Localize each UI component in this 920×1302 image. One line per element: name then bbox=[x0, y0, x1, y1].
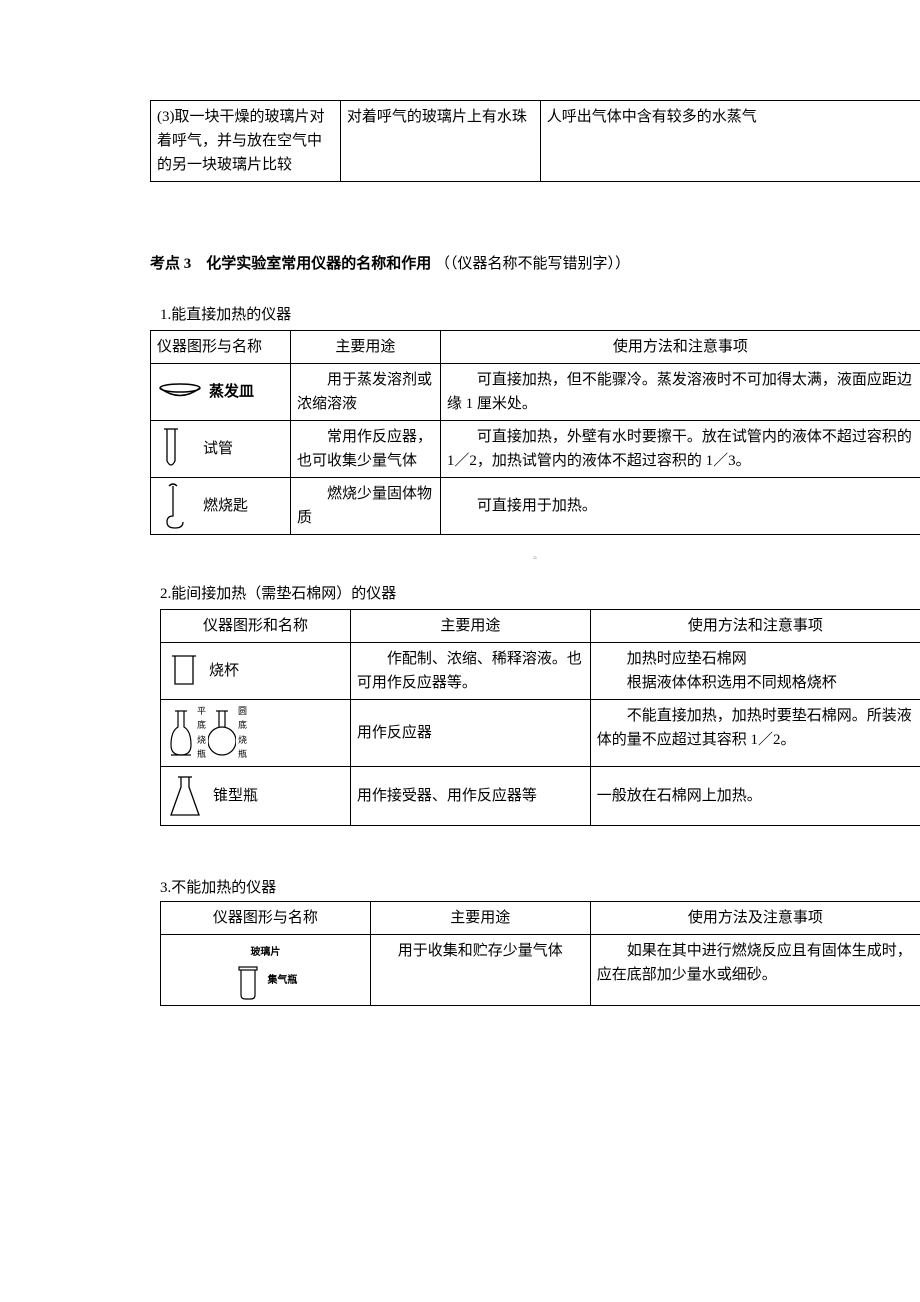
test-tube-cell: 试管 bbox=[151, 421, 291, 478]
group2-title: 2.能间接加热（需垫石棉网）的仪器 bbox=[160, 582, 920, 603]
flat-flask-c1: 平 bbox=[197, 704, 206, 718]
flat-flask-c2: 底 bbox=[197, 718, 206, 732]
group2-table: 仪器图形和名称 主要用途 使用方法和注意事项 烧杯 作配制、浓缩、稀释溶液。也可… bbox=[160, 609, 920, 826]
g2-h2: 主要用途 bbox=[350, 610, 590, 643]
table-row: 烧杯 作配制、浓缩、稀释溶液。也可用作反应器等。 加热时应垫石棉网 根据液体体积… bbox=[161, 643, 920, 700]
combustion-spoon-cell: 燃烧匙 bbox=[151, 478, 291, 535]
page: (3)取一块干燥的玻璃片对着呼气，并与放在空气中的另一块玻璃片比较 对着呼气的玻… bbox=[0, 0, 920, 1066]
combustion-spoon-use: 燃烧少量固体物质 bbox=[290, 478, 440, 535]
group3-table: 仪器图形与名称 主要用途 使用方法及注意事项 玻璃片 集气瓶 用于收集和贮存少量 bbox=[160, 901, 920, 1006]
conical-flask-icon bbox=[167, 771, 207, 821]
beaker-icon bbox=[167, 650, 203, 692]
round-flask-c4: 瓶 bbox=[238, 747, 247, 761]
gas-bottle-cell: 玻璃片 集气瓶 bbox=[161, 934, 371, 1005]
evap-dish-use: 用于蒸发溶剂或浓缩溶液 bbox=[290, 364, 440, 421]
top-col3: 人呼出气体中含有较多的水蒸气 bbox=[540, 101, 920, 182]
beaker-note-l1: 加热时应垫石棉网 bbox=[597, 647, 914, 671]
evap-dish-label: 蒸发皿 bbox=[209, 380, 254, 404]
round-flask-c2: 底 bbox=[238, 718, 247, 732]
g2-h3: 使用方法和注意事项 bbox=[590, 610, 920, 643]
g3-h3: 使用方法及注意事项 bbox=[590, 901, 920, 934]
g3-h1: 仪器图形与名称 bbox=[161, 901, 371, 934]
conical-note: 一般放在石棉网上加热。 bbox=[590, 766, 920, 825]
group1-table: 仪器图形与名称 主要用途 使用方法和注意事项 蒸发皿 用于蒸发溶剂或浓缩溶液 可… bbox=[150, 330, 920, 535]
gas-bottle-icon bbox=[233, 961, 263, 1001]
g1-h2: 主要用途 bbox=[290, 331, 440, 364]
round-flask-icon bbox=[208, 705, 236, 761]
glass-plate-label: 玻璃片 bbox=[250, 945, 280, 961]
round-flask-c3: 烧 bbox=[238, 733, 247, 747]
flat-flask-c3: 烧 bbox=[197, 733, 206, 747]
test-tube-note: 可直接加热，外壁有水时要擦干。放在试管内的液体不超过容积的 1／2，加热试管内的… bbox=[440, 421, 920, 478]
evap-dish-note: 可直接加热，但不能骤冷。蒸发溶液时不可加得太满，液面应距边缘 1 厘米处。 bbox=[440, 364, 920, 421]
test-tube-icon bbox=[157, 425, 197, 473]
table-row: 蒸发皿 用于蒸发溶剂或浓缩溶液 可直接加热，但不能骤冷。蒸发溶液时不可加得太满，… bbox=[151, 364, 920, 421]
gas-bottle-label: 集气瓶 bbox=[267, 973, 297, 989]
section-title-text: 考点 3 化学实验室常用仪器的名称和作用 bbox=[150, 256, 431, 272]
conical-label: 锥型瓶 bbox=[213, 784, 258, 808]
table-row: 锥型瓶 用作接受器、用作反应器等 一般放在石棉网上加热。 bbox=[161, 766, 920, 825]
group3-title: 3.不能加热的仪器 bbox=[160, 876, 920, 897]
top-col2: 对着呼气的玻璃片上有水珠 bbox=[340, 101, 540, 182]
section-heading: 考点 3 化学实验室常用仪器的名称和作用 （（仪器名称不能写错别字）） bbox=[150, 252, 920, 273]
table-row: 平 底 烧 瓶 圆 底 烧 瓶 bbox=[161, 700, 920, 767]
evaporating-dish-icon bbox=[157, 383, 203, 401]
conical-use: 用作接受器、用作反应器等 bbox=[350, 766, 590, 825]
section-paren: （（仪器名称不能写错别字）） bbox=[435, 256, 630, 272]
flask-use: 用作反应器 bbox=[350, 700, 590, 767]
beaker-note-l2: 根据液体体积选用不同规格烧杯 bbox=[597, 671, 914, 695]
test-tube-label: 试管 bbox=[203, 437, 233, 461]
beaker-label: 烧杯 bbox=[209, 659, 239, 683]
conical-cell: 锥型瓶 bbox=[161, 766, 351, 825]
table-header-row: 仪器图形和名称 主要用途 使用方法和注意事项 bbox=[161, 610, 920, 643]
flask-cell: 平 底 烧 瓶 圆 底 烧 瓶 bbox=[161, 700, 351, 767]
flat-flask-c4: 瓶 bbox=[197, 747, 206, 761]
g3-h2: 主要用途 bbox=[370, 901, 590, 934]
top-col1: (3)取一块干燥的玻璃片对着呼气，并与放在空气中的另一块玻璃片比较 bbox=[151, 101, 341, 182]
flat-flask-icon bbox=[167, 705, 195, 761]
flat-flask-label-col: 平 底 烧 瓶 bbox=[197, 704, 206, 762]
beaker-use: 作配制、浓缩、稀释溶液。也可用作反应器等。 bbox=[350, 643, 590, 700]
top-table: (3)取一块干燥的玻璃片对着呼气，并与放在空气中的另一块玻璃片比较 对着呼气的玻… bbox=[150, 100, 920, 182]
g1-h3: 使用方法和注意事项 bbox=[440, 331, 920, 364]
round-flask-c1: 圆 bbox=[238, 704, 247, 718]
beaker-note: 加热时应垫石棉网 根据液体体积选用不同规格烧杯 bbox=[590, 643, 920, 700]
flask-note: 不能直接加热，加热时要垫石棉网。所装液体的量不应超过其容积 1／2。 bbox=[590, 700, 920, 767]
combustion-spoon-label: 燃烧匙 bbox=[203, 494, 248, 518]
table-row: (3)取一块干燥的玻璃片对着呼气，并与放在空气中的另一块玻璃片比较 对着呼气的玻… bbox=[151, 101, 920, 182]
test-tube-use: 常用作反应器，也可收集少量气体 bbox=[290, 421, 440, 478]
round-flask-label-col: 圆 底 烧 瓶 bbox=[238, 704, 247, 762]
g1-h1: 仪器图形与名称 bbox=[151, 331, 291, 364]
table-header-row: 仪器图形与名称 主要用途 使用方法及注意事项 bbox=[161, 901, 920, 934]
beaker-cell: 烧杯 bbox=[161, 643, 351, 700]
combustion-spoon-note: 可直接用于加热。 bbox=[440, 478, 920, 535]
page-marker: ▫ bbox=[150, 553, 920, 564]
gas-bottle-note: 如果在其中进行燃烧反应且有固体生成时，应在底部加少量水或细砂。 bbox=[590, 934, 920, 1005]
table-row: 试管 常用作反应器，也可收集少量气体 可直接加热，外壁有水时要擦干。放在试管内的… bbox=[151, 421, 920, 478]
table-header-row: 仪器图形与名称 主要用途 使用方法和注意事项 bbox=[151, 331, 920, 364]
combustion-spoon-icon bbox=[157, 482, 197, 530]
group1-title: 1.能直接加热的仪器 bbox=[160, 303, 920, 324]
g2-h1: 仪器图形和名称 bbox=[161, 610, 351, 643]
table-row: 玻璃片 集气瓶 用于收集和贮存少量气体 如果在其中进行燃烧反应且有固体生成时，应… bbox=[161, 934, 920, 1005]
table-row: 燃烧匙 燃烧少量固体物质 可直接用于加热。 bbox=[151, 478, 920, 535]
gas-bottle-use: 用于收集和贮存少量气体 bbox=[370, 934, 590, 1005]
evap-dish-cell: 蒸发皿 bbox=[151, 364, 291, 421]
